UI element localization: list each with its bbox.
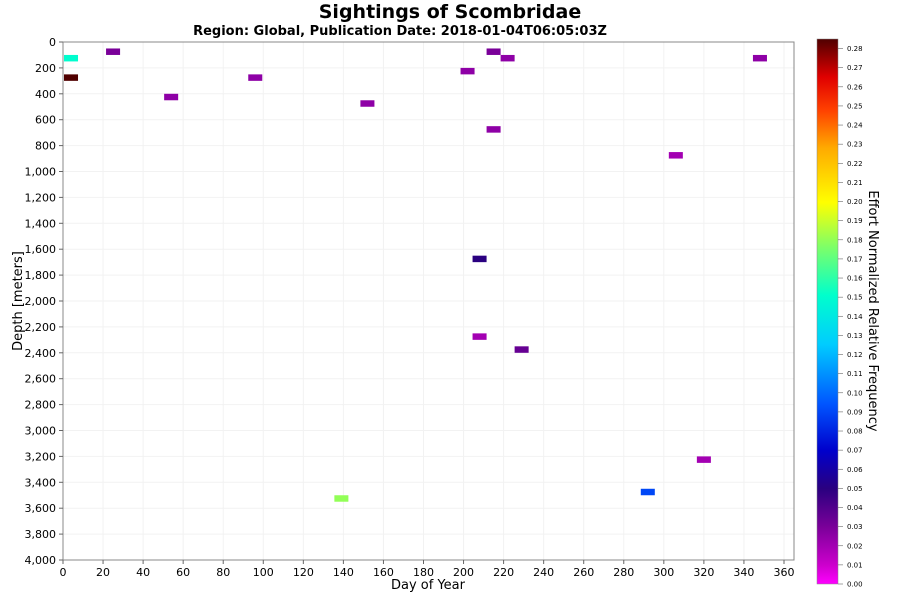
colorbar-tick-label: 0.19 — [847, 217, 863, 225]
colorbar-tick-label: 0.02 — [847, 542, 863, 550]
x-tick-label: 320 — [693, 566, 714, 579]
y-tick-label: 4,000 — [25, 554, 57, 567]
y-tick-label: 0 — [49, 36, 56, 49]
heatmap-cell — [248, 74, 263, 81]
x-tick-label: 300 — [653, 566, 674, 579]
x-tick-label: 340 — [733, 566, 754, 579]
colorbar — [816, 38, 839, 585]
data-cells — [64, 48, 767, 502]
colorbar-tick-label: 0.05 — [847, 485, 863, 493]
grid — [62, 41, 794, 561]
colorbar-tick-label: 0.20 — [847, 198, 863, 206]
x-tick-label: 20 — [96, 566, 110, 579]
colorbar-tick-label: 0.08 — [847, 428, 863, 436]
x-tick-label: 240 — [533, 566, 554, 579]
x-tick-label: 60 — [176, 566, 190, 579]
colorbar-label: Effort Normalized Relative Frequency — [865, 190, 880, 432]
colorbar-tick-label: 0.14 — [847, 313, 863, 321]
y-tick-label: 3,400 — [25, 476, 57, 489]
colorbar-tick-label: 0.04 — [847, 504, 863, 512]
x-tick-label: 120 — [293, 566, 314, 579]
heatmap-cell — [164, 93, 179, 101]
colorbar-tick-label: 0.15 — [847, 294, 863, 302]
y-tick-label: 1,800 — [25, 269, 57, 282]
heatmap-cell — [696, 456, 711, 463]
colorbar-tick-label: 0.03 — [847, 523, 863, 531]
heatmap-cell — [460, 67, 475, 75]
x-axis: 0 20 40 60 80 100 120 140 160 180 200 220 240 260 280 3… — [60, 560, 794, 579]
y-tick-label: 400 — [35, 88, 56, 101]
x-tick-label: 180 — [413, 566, 434, 579]
colorbar-tick-label: 0.27 — [847, 64, 863, 72]
y-tick-label: 1,200 — [25, 191, 57, 204]
y-tick-label: 200 — [35, 62, 56, 75]
colorbar-tick-label: 0.28 — [847, 45, 863, 53]
y-tick-label: 1,000 — [25, 166, 57, 179]
x-tick-label: 100 — [253, 566, 274, 579]
colorbar-tick-label: 0.10 — [847, 389, 863, 397]
heatmap-cell — [64, 54, 79, 62]
heatmap-cell — [486, 126, 501, 133]
heatmap-cell — [486, 48, 501, 55]
colorbar-tick-label: 0.13 — [847, 332, 863, 340]
y-tick-label: 2,200 — [25, 321, 57, 334]
heatmap-cell — [334, 495, 349, 502]
x-axis-label: Day of Year — [391, 578, 466, 593]
y-tick-label: 2,600 — [25, 373, 57, 386]
y-tick-label: 600 — [35, 114, 56, 127]
y-tick-label: 2,400 — [25, 347, 57, 360]
colorbar-tick-label: 0.09 — [847, 408, 863, 416]
y-tick-label: 2,000 — [25, 295, 57, 308]
y-axis-label: Depth [meters] — [11, 251, 26, 351]
colorbar-tick-label: 0.26 — [847, 83, 863, 91]
colorbar-tick-label: 0.12 — [847, 351, 863, 359]
y-axis: 0 200 400 600 800 1,000 1,200 1,400 1,600 1,800 2,… — [25, 36, 63, 567]
heatmap-cell — [472, 255, 487, 263]
heatmap-cell — [752, 54, 767, 62]
x-tick-label: 360 — [773, 566, 794, 579]
y-tick-label: 3,000 — [25, 425, 57, 438]
colorbar-tick-label: 0.24 — [847, 122, 863, 130]
heatmap-cell — [360, 100, 375, 107]
colorbar-tick-label: 0.01 — [847, 561, 863, 569]
colorbar-tick-label: 0.21 — [847, 179, 863, 187]
colorbar-tick-label: 0.17 — [847, 255, 863, 263]
x-tick-label: 280 — [613, 566, 634, 579]
colorbar-tick-label: 0.23 — [847, 141, 863, 149]
x-tick-label: 220 — [493, 566, 514, 579]
chart-title: Sightings of Scombridae — [319, 1, 582, 23]
heatmap-cell — [64, 74, 79, 81]
heatmap-cell — [640, 488, 655, 496]
x-tick-label: 200 — [453, 566, 474, 579]
chart-subtitle: Region: Global, Publication Date: 2018-0… — [193, 24, 607, 39]
x-tick-label: 0 — [60, 566, 67, 579]
colorbar-tick-label: 0.18 — [847, 236, 863, 244]
y-tick-label: 800 — [35, 140, 56, 153]
y-tick-label: 3,200 — [25, 450, 57, 463]
y-tick-label: 1,400 — [25, 217, 57, 230]
colorbar-tick-label: 0.00 — [847, 581, 863, 589]
colorbar-tick-label: 0.25 — [847, 102, 863, 110]
x-tick-label: 160 — [373, 566, 394, 579]
y-tick-label: 3,600 — [25, 502, 57, 515]
colorbar-ticks: 0.00 0.01 0.02 0.03 0.04 0.05 0.06 0.07 0.08 0.09… — [838, 45, 863, 589]
y-tick-label: 3,800 — [25, 528, 57, 541]
y-tick-label: 1,600 — [25, 243, 57, 256]
heatmap-cell — [106, 48, 121, 55]
x-tick-label: 260 — [573, 566, 594, 579]
heatmap-cell — [514, 346, 529, 353]
heatmap-cell — [472, 333, 487, 340]
heatmap-cell — [500, 54, 515, 62]
heatmap-cell — [668, 152, 683, 159]
colorbar-tick-label: 0.16 — [847, 275, 863, 283]
x-tick-label: 40 — [136, 566, 150, 579]
colorbar-tick-label: 0.22 — [847, 160, 863, 168]
x-tick-label: 140 — [333, 566, 354, 579]
colorbar-tick-label: 0.07 — [847, 447, 863, 455]
colorbar-tick-label: 0.06 — [847, 466, 863, 474]
y-tick-label: 2,800 — [25, 399, 57, 412]
colorbar-tick-label: 0.11 — [847, 370, 863, 378]
x-tick-label: 80 — [216, 566, 230, 579]
